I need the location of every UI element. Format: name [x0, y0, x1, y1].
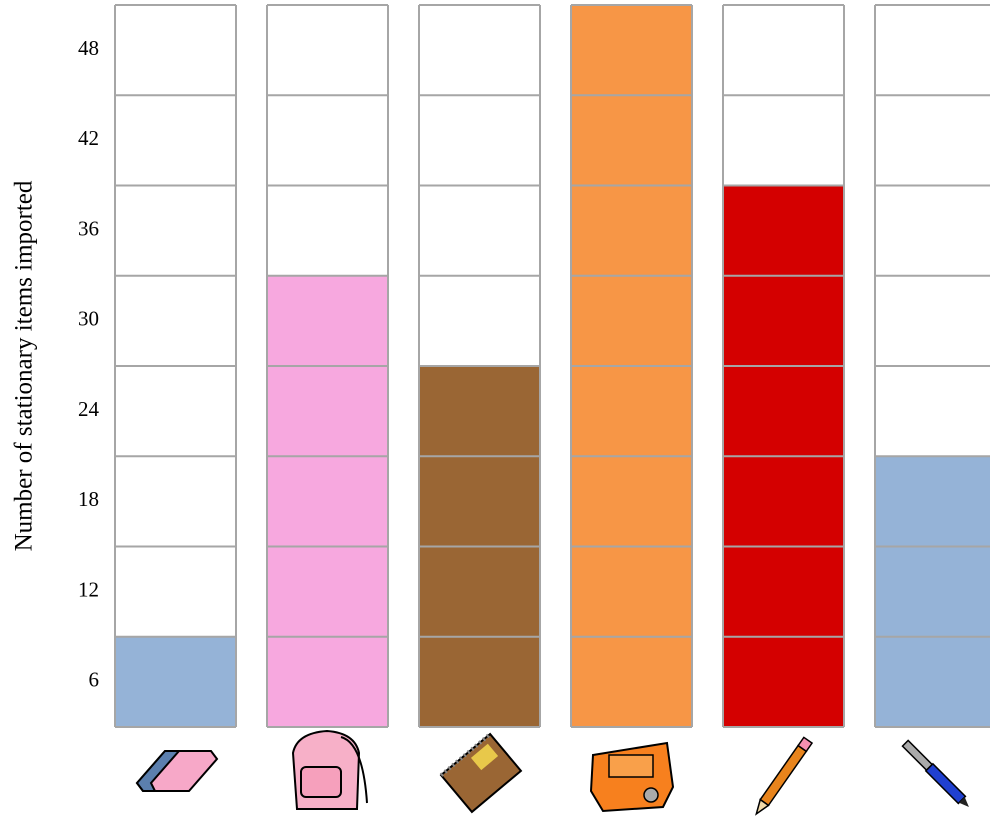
- bar: [115, 637, 236, 727]
- y-tick-label: 48: [78, 36, 99, 60]
- columns: [115, 5, 990, 727]
- y-tick-label: 42: [78, 126, 99, 150]
- bar: [875, 456, 990, 727]
- sharpener-icon: [591, 743, 673, 811]
- notebook-icon: [441, 734, 521, 812]
- chart: Number of stationary items imported 6 12 1…: [0, 0, 990, 818]
- y-tick-label: 12: [78, 577, 99, 601]
- y-tick-label: 36: [78, 216, 99, 240]
- pencil-icon: [752, 737, 812, 816]
- backpack-icon: [293, 731, 367, 809]
- y-tick-label: 30: [78, 307, 99, 331]
- y-tick-label: 6: [89, 668, 100, 692]
- y-axis-label: Number of stationary items imported: [11, 180, 38, 551]
- y-tick-label: 24: [78, 397, 100, 421]
- bar: [267, 276, 388, 727]
- eraser-icon: [137, 751, 217, 791]
- y-tick-label: 18: [78, 487, 99, 511]
- pen-icon: [902, 740, 973, 811]
